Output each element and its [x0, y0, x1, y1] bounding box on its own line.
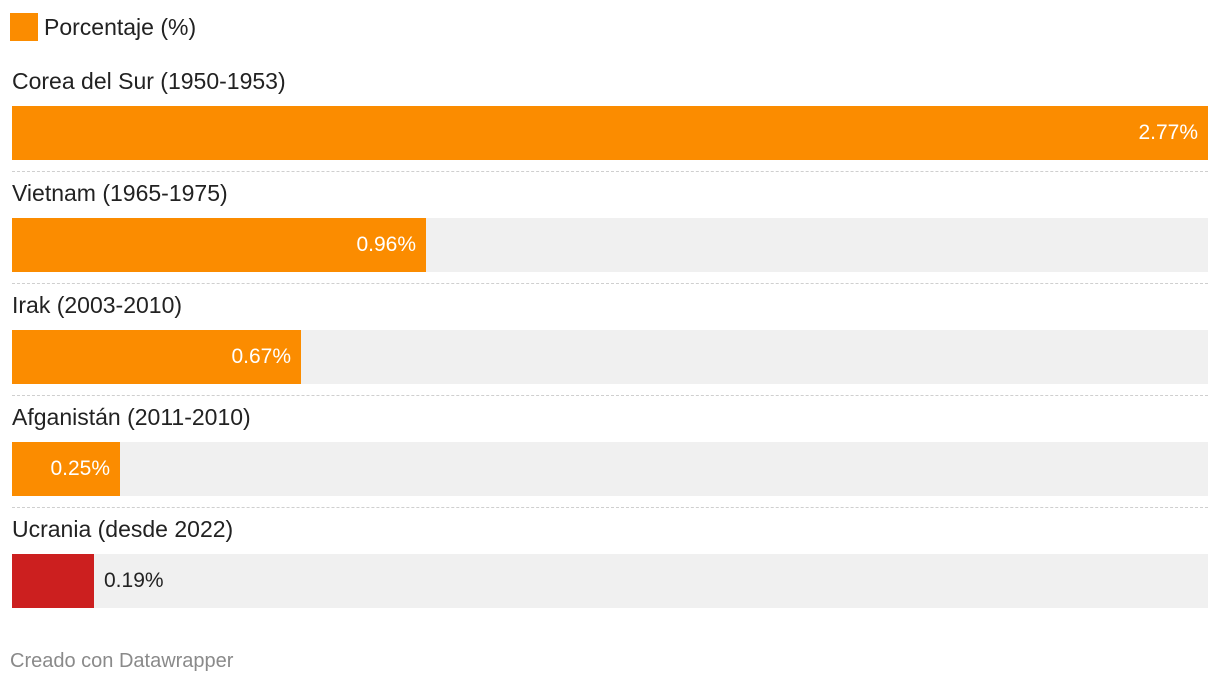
bar-row: Vietnam (1965-1975) 0.96%: [12, 174, 1208, 286]
bar-chart: Corea del Sur (1950-1953) 2.77% Vietnam (1…: [12, 62, 1208, 622]
bar-row: Afganistán (2011-2010) 0.25%: [12, 398, 1208, 510]
bar: [12, 554, 94, 608]
bar-row: Corea del Sur (1950-1953) 2.77%: [12, 62, 1208, 174]
legend-label: Porcentaje (%): [44, 13, 197, 40]
bar: [12, 106, 1208, 160]
category-label: Ucrania (desde 2022): [12, 516, 234, 542]
bar-value-label: 0.96%: [356, 233, 416, 256]
bar-track: 0.96%: [12, 218, 1208, 272]
row-divider: [12, 171, 1208, 172]
category-label: Vietnam (1965-1975): [12, 180, 228, 206]
bar-track: 2.77%: [12, 106, 1208, 160]
bar: [12, 218, 426, 272]
bar-track: 0.25%: [12, 442, 1208, 496]
category-label: Irak (2003-2010): [12, 292, 183, 318]
bar-value-label: 0.19%: [104, 569, 164, 592]
bar-track: 0.67%: [12, 330, 1208, 384]
row-divider: [12, 395, 1208, 396]
row-divider: [12, 283, 1208, 284]
row-divider: [12, 507, 1208, 508]
chart-credit: Creado con Datawrapper: [10, 650, 234, 672]
bar-value-label: 0.67%: [231, 345, 291, 368]
bar-track: 0.19%: [12, 554, 1208, 608]
legend-swatch: [10, 13, 38, 41]
bar-row: Irak (2003-2010) 0.67%: [12, 286, 1208, 398]
bar-value-label: 0.25%: [50, 457, 110, 480]
category-label: Afganistán (2011-2010): [12, 404, 251, 430]
chart-legend: Porcentaje (%): [10, 13, 196, 41]
bar-row: Ucrania (desde 2022) 0.19%: [12, 510, 1208, 622]
category-label: Corea del Sur (1950-1953): [12, 68, 286, 94]
bar-value-label: 2.77%: [1138, 121, 1198, 144]
bar: [12, 330, 301, 384]
bar: [12, 442, 120, 496]
